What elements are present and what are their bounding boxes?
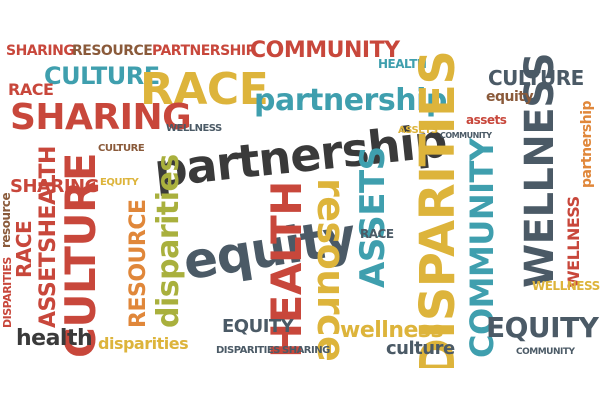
word-equity-bottom-center: EQUITY	[222, 316, 294, 337]
word-culture-right: CULTURE	[488, 66, 584, 90]
word-assets-right-small: assets	[466, 113, 507, 127]
word-disparities-bottom: disparities	[98, 334, 189, 353]
word-partnership: PARTNERSHIP	[152, 43, 256, 59]
word-race-vertical: RACE	[12, 220, 36, 278]
word-community-small: COMMUNITY	[440, 131, 492, 140]
word-health-bottom-left: health	[16, 326, 93, 351]
word-disparities-small-bottom: DISPARITIES	[216, 345, 280, 356]
word-equity-right: equity	[486, 89, 534, 105]
word-sharing-mid: SHARING	[10, 176, 99, 197]
word-partnership-teal: partnership	[254, 83, 447, 118]
word-sharing: SHARING	[6, 43, 75, 59]
word-disparities-mid-vertical: disparities	[151, 154, 186, 328]
word-resource: RESOURCE	[72, 43, 153, 59]
word-health: HEALTH	[378, 57, 427, 71]
word-resource-vertical-mid: RESOURCE	[126, 199, 151, 329]
word-community: COMMUNITY	[250, 38, 400, 63]
word-assets-health-vertical: ASSETSHEALTH	[36, 146, 61, 328]
word-community-small-bottom: COMMUNITY	[516, 347, 575, 357]
word-resource-vertical: resource	[0, 192, 13, 248]
word-equity-small-left: EQUITY	[100, 177, 139, 188]
word-culture-small-left: CULTURE	[98, 143, 145, 154]
word-assets-small: ASSETS	[398, 125, 438, 136]
word-race-big: RACE	[140, 64, 269, 115]
word-assets-vertical: ASSETS	[353, 146, 393, 288]
word-wellness-right: WELLNESS	[532, 279, 600, 293]
word-race: RACE	[8, 80, 54, 99]
word-partnership-right-vertical: partnership	[579, 100, 595, 188]
word-race-small: RACE	[360, 227, 394, 241]
word-sharing-small-bottom: SHARING	[282, 345, 330, 356]
word-sharing-big: SHARING	[10, 97, 192, 138]
word-wellness-small: WELLNESS	[166, 123, 222, 134]
word-culture-bottom: culture	[386, 338, 455, 359]
word-wellness-assets-right: WELLNESS	[564, 196, 583, 288]
word-cloud: SHARING RESOURCE PARTNERSHIP COMMUNITY H…	[0, 28, 600, 369]
word-disparities-vertical-left: DISPARITIES	[1, 257, 14, 328]
word-equity-bottom-right: EQUITY	[486, 311, 599, 344]
word-wellness-bottom: wellness	[340, 318, 444, 343]
word-culture: CULTURE	[44, 62, 160, 90]
